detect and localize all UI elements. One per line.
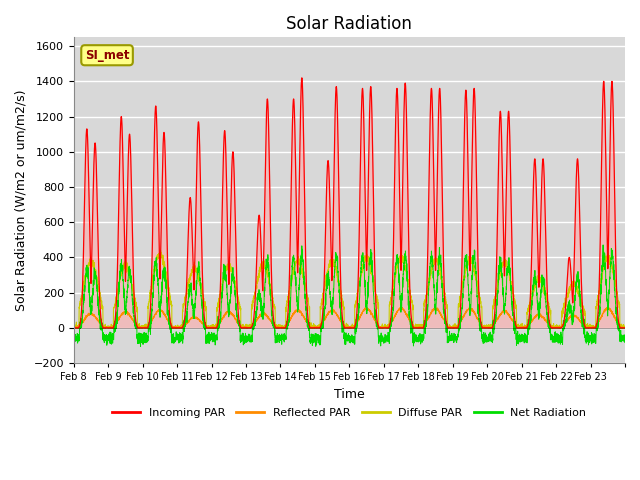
Y-axis label: Solar Radiation (W/m2 or um/m2/s): Solar Radiation (W/m2 or um/m2/s) [15,89,28,311]
Text: SI_met: SI_met [85,49,129,62]
Title: Solar Radiation: Solar Radiation [287,15,412,33]
Legend: Incoming PAR, Reflected PAR, Diffuse PAR, Net Radiation: Incoming PAR, Reflected PAR, Diffuse PAR… [108,404,591,422]
X-axis label: Time: Time [334,388,365,401]
